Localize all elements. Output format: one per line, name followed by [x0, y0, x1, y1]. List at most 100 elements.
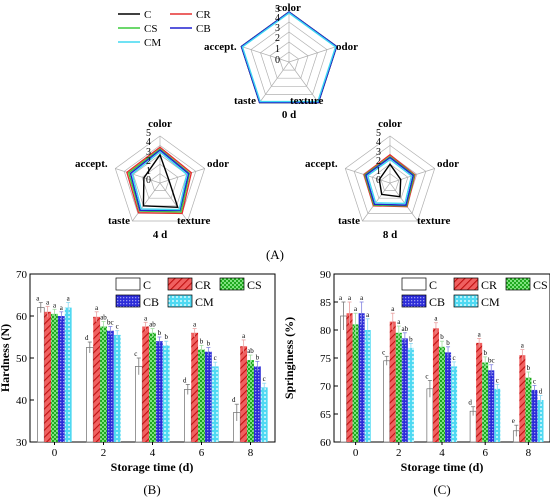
- significance-letter: a: [193, 321, 197, 329]
- radar-series-CS: [364, 155, 415, 207]
- significance-letter: bc: [107, 319, 114, 327]
- radar-spoke: [259, 61, 290, 103]
- y-tick-label: 85: [320, 297, 332, 309]
- significance-letter: b: [409, 335, 413, 343]
- radar-title: 8 d: [383, 229, 397, 241]
- bar-CR: [142, 326, 150, 442]
- radar-series-CR: [363, 153, 416, 208]
- significance-letter: b: [200, 337, 204, 345]
- significance-letter: b: [483, 349, 487, 357]
- significance-letter: bc: [488, 357, 495, 365]
- legend-swatch-CM: [167, 294, 193, 308]
- radar-axis-label-odor: odor: [207, 158, 229, 170]
- radar-series-CB: [129, 149, 190, 212]
- radar-8d-grid: [344, 135, 436, 222]
- significance-letter: c: [382, 348, 385, 356]
- y-axis-label: Hardness (N): [0, 324, 12, 392]
- radar-tick-label: 0: [146, 175, 151, 186]
- x-tick-label: 4: [150, 447, 156, 459]
- legend-swatch-CR: [453, 277, 479, 291]
- legend-springiness: C CR CS CB CM: [401, 277, 548, 309]
- bar-CB: [488, 370, 495, 442]
- bar-CR: [191, 332, 199, 442]
- radar-series-C: [378, 162, 402, 198]
- y-tick-label: 70: [16, 269, 28, 281]
- radar-4d-series: [126, 146, 193, 215]
- bar-CM: [451, 366, 458, 442]
- radar-tick-label: 1: [376, 166, 381, 177]
- radar-tick-label: 0: [275, 55, 280, 66]
- radar-axis-label-texture: texture: [417, 215, 451, 227]
- radar-title: 4 d: [153, 229, 167, 241]
- radar-spoke: [159, 168, 205, 184]
- significance-letter: a: [521, 342, 525, 350]
- significance-letter: ab: [402, 325, 409, 333]
- significance-letter: a: [366, 311, 370, 319]
- legend-swatch-CB: [401, 294, 427, 308]
- bar-CS: [100, 326, 107, 442]
- bar-CM: [113, 334, 121, 442]
- bar-CB: [155, 341, 163, 442]
- significance-letter: a: [391, 305, 395, 313]
- legend-label-CR: CR: [195, 278, 211, 292]
- x-tick-label: 4: [439, 447, 445, 459]
- significance-letter: b: [256, 353, 260, 361]
- significance-letter: a: [478, 330, 482, 338]
- legend-label-CB: CB: [429, 295, 445, 309]
- significance-letter: a: [53, 301, 57, 309]
- bar-CR: [519, 355, 526, 442]
- legend-label-CB: CB: [143, 295, 159, 309]
- bar-CM: [64, 307, 72, 442]
- legend-label-CM: CM: [481, 295, 500, 309]
- x-tick-label: 0: [52, 447, 58, 459]
- radar-axis-label-odor: odor: [336, 41, 358, 53]
- bar-C: [37, 307, 45, 443]
- significance-letter: a: [339, 294, 343, 302]
- radar-axis-label-taste: taste: [108, 215, 130, 227]
- significance-letter: b: [158, 329, 162, 337]
- y-tick-label: 50: [16, 353, 28, 365]
- radar-tick-label: 4: [376, 137, 381, 148]
- radar-grid-ring: [371, 163, 409, 199]
- bar-CB: [106, 330, 114, 442]
- significance-letter: b: [440, 333, 444, 341]
- radar-tick-label: 2: [275, 33, 280, 44]
- bar-CR: [346, 313, 353, 442]
- radar-grid-ring: [380, 173, 400, 191]
- panel-label-A: (A): [266, 247, 284, 262]
- radar-tick-label: 3: [376, 147, 381, 158]
- legend-swatch-C: [401, 277, 427, 291]
- radar-series-CM: [241, 12, 337, 103]
- radar-series-CM: [131, 151, 188, 211]
- radar-tick-label: 3: [146, 147, 151, 158]
- legend-label-CM: CM: [195, 295, 214, 309]
- bar-C: [340, 315, 347, 443]
- radar-tick-label: 1: [146, 166, 151, 177]
- significance-letter: ab: [100, 313, 107, 321]
- bar-C: [184, 389, 192, 443]
- radar-tick-label: 5: [376, 128, 381, 139]
- bar-CM: [494, 388, 501, 442]
- radar-spoke: [288, 46, 337, 63]
- bar-CS: [482, 362, 489, 442]
- significance-letter: a: [60, 304, 64, 312]
- bar-CS: [247, 360, 254, 442]
- radar-grid-ring: [353, 144, 427, 214]
- significance-letter: c: [496, 376, 499, 384]
- radar-0d-ticks: 0 1 2 3 4 5: [275, 4, 280, 66]
- legend-label-C: C: [144, 9, 151, 21]
- x-tick-label: 0: [353, 447, 359, 459]
- bar-CS: [352, 324, 359, 442]
- y-tick-label: 40: [16, 395, 28, 407]
- legend-swatch-CS: [219, 277, 245, 291]
- bar-CB: [445, 352, 452, 442]
- y-tick-label: 75: [320, 353, 332, 365]
- legend-label-CM: CM: [144, 37, 161, 49]
- legend-label-CR: CR: [481, 278, 497, 292]
- radar-grid-ring: [150, 173, 170, 191]
- bar-CS: [149, 332, 156, 442]
- legend-label-CB: CB: [196, 23, 211, 35]
- radar-spoke: [288, 61, 319, 103]
- radar-axis-label-taste: taste: [338, 215, 360, 227]
- bar-CM: [211, 366, 219, 442]
